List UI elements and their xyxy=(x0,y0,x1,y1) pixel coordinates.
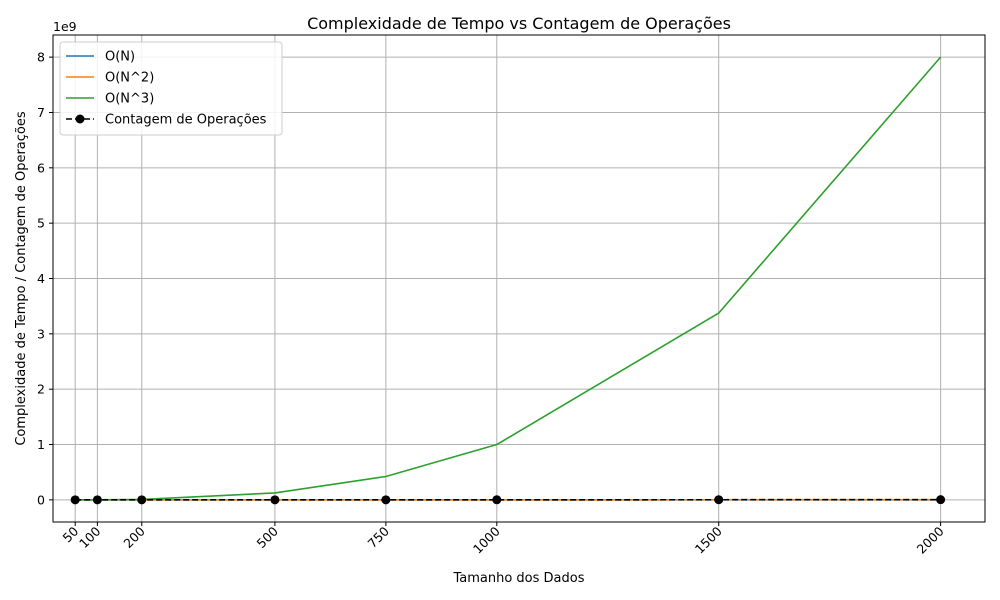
y-axis-label: Complexidade de Tempo / Contagem de Oper… xyxy=(14,111,29,446)
data-point xyxy=(137,495,147,505)
data-point xyxy=(270,495,280,505)
y-tick-label: 3 xyxy=(37,326,45,341)
data-point xyxy=(492,495,502,505)
legend-label: O(N^2) xyxy=(105,71,154,86)
grid xyxy=(53,35,985,522)
y-axis-multiplier: 1e9 xyxy=(53,19,77,34)
chart-title: Complexidade de Tempo vs Contagem de Ope… xyxy=(307,14,731,33)
y-tick-label: 6 xyxy=(37,160,45,175)
x-tick-label: 500 xyxy=(254,523,282,551)
x-tick-label: 750 xyxy=(365,523,393,551)
y-tick-label: 7 xyxy=(37,105,45,120)
y-tick-label: 8 xyxy=(37,50,45,65)
y-tick-label: 5 xyxy=(37,216,45,231)
legend-marker xyxy=(75,114,85,124)
series-layer xyxy=(70,56,946,505)
x-axis-label: Tamanho dos Dados xyxy=(452,571,584,586)
y-tick-label: 0 xyxy=(37,492,45,507)
legend-box xyxy=(59,41,283,136)
legend: O(N) O(N^2) O(N^3) Contagem de Operações xyxy=(59,41,283,136)
data-point xyxy=(70,495,80,505)
x-tick-label: 1500 xyxy=(692,523,725,556)
x-tick-label: 2000 xyxy=(914,523,947,556)
y-tick-label: 4 xyxy=(37,271,45,286)
data-point xyxy=(381,495,391,505)
y-tick-label: 2 xyxy=(37,382,45,397)
legend-label: Contagem de Operações xyxy=(105,113,267,128)
legend-label: O(N^3) xyxy=(105,92,154,107)
x-tick-label: 100 xyxy=(76,523,104,551)
x-tick-label: 200 xyxy=(120,523,148,551)
data-point xyxy=(936,495,946,505)
y-tick-label: 1 xyxy=(37,437,45,452)
data-point xyxy=(714,495,724,505)
legend-label: O(N) xyxy=(105,50,135,65)
data-point xyxy=(92,495,102,505)
x-tick-label: 1000 xyxy=(470,523,503,556)
